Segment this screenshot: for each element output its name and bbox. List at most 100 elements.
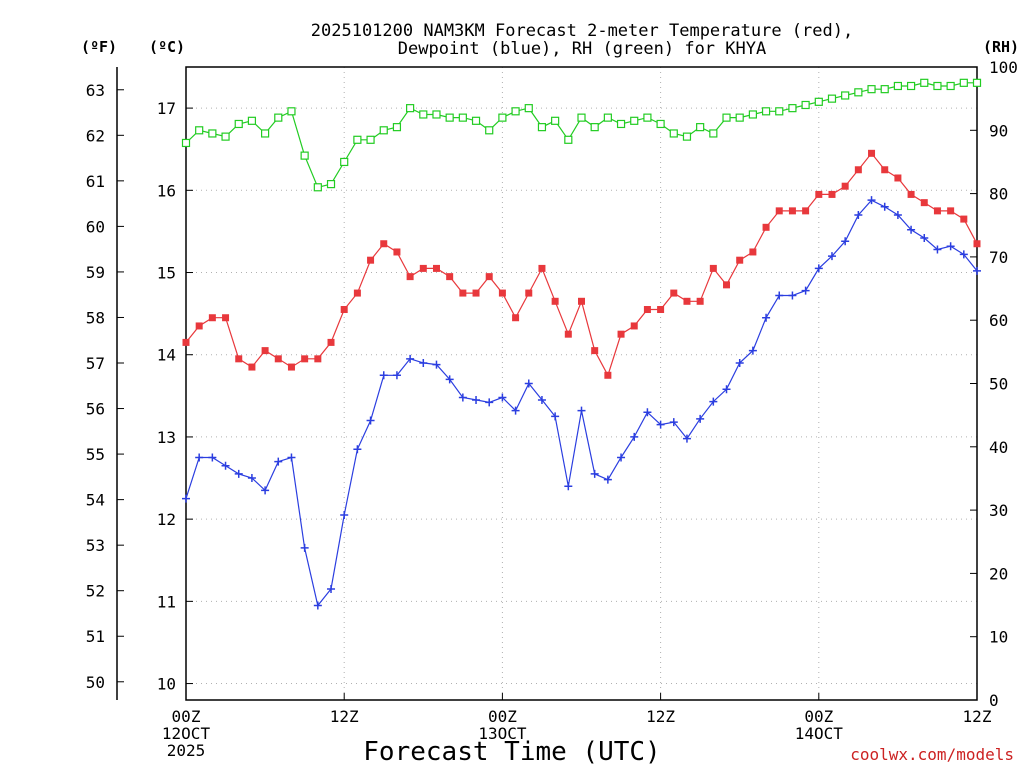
rh-point [828,95,835,102]
celsius-tick-label: 15 [157,264,176,283]
temperature-point [288,364,295,371]
x-tick-label: 12Z [646,707,675,726]
grid-lines [186,67,977,700]
temperature-point [512,314,519,321]
dewpoint-point [788,292,796,300]
x-tick-label: 2025 [167,741,206,760]
rh-tick-label: 40 [989,438,1008,457]
temperature-point [697,298,704,305]
temperature-point [960,216,967,223]
temperature-point [538,265,545,272]
rh-tick-label: 10 [989,628,1008,647]
temperature-point [789,207,796,214]
temperature-point [433,265,440,272]
rh-point [512,108,519,115]
dewpoint-point [762,314,770,322]
rh-point [446,114,453,121]
temperature-point [763,224,770,231]
temperature-point [657,306,664,313]
rh-point [420,111,427,118]
fahrenheit-tick-label: 59 [86,263,105,282]
dewpoint-point [301,544,309,552]
temperature-point [934,207,941,214]
dewpoint-point [380,371,388,379]
rh-point [618,120,625,127]
fahrenheit-tick-label: 50 [86,673,105,692]
temperature-point [393,248,400,255]
dewpoint-point [564,482,572,490]
rh-point [222,133,229,140]
series-rh [183,79,981,190]
temperature-point [301,355,308,362]
rh-point [776,108,783,115]
dewpoint-point [617,453,625,461]
temperature-point [974,240,981,247]
temperature-point [407,273,414,280]
rh-point [921,79,928,86]
rh-point [736,114,743,121]
rh-point [301,152,308,159]
temperature-point [459,290,466,297]
temperature-point [815,191,822,198]
celsius-tick-label: 16 [157,181,176,200]
fahrenheit-tick-label: 61 [86,172,105,191]
temperature-point [683,298,690,305]
rh-point [934,82,941,89]
rh-point [499,114,506,121]
rh-point [354,136,361,143]
fahrenheit-tick-label: 58 [86,308,105,327]
fahrenheit-tick-label: 53 [86,536,105,555]
rh-tick-label: 100 [989,58,1018,77]
rh-point [894,82,901,89]
rh-point [868,86,875,93]
dewpoint-point [472,396,480,404]
rh-point [275,114,282,121]
rh-tick-label: 60 [989,311,1008,330]
rh-tick-label: 20 [989,564,1008,583]
temperature-point [354,290,361,297]
rh-point [657,120,664,127]
rh-point [407,105,414,112]
dewpoint-point [235,470,243,478]
temperature-point [644,306,651,313]
temperature-point [670,290,677,297]
rh-point [314,184,321,191]
temperature-point [578,298,585,305]
temperature-point [908,191,915,198]
rh-point [631,117,638,124]
temperature-point [749,248,756,255]
fahrenheit-tick-label: 51 [86,627,105,646]
dewpoint-point [274,458,282,466]
rh-point [209,130,216,137]
rh-tick-label: 30 [989,501,1008,520]
temperature-point [842,183,849,190]
temperature-point [367,257,374,264]
x-tick-label: 14OCT [795,724,844,743]
celsius-tick-label: 14 [157,346,176,365]
temperature-line [186,153,977,375]
rh-point [591,124,598,131]
rh-tick-label: 90 [989,121,1008,140]
rh-point [842,92,849,99]
rh-point [749,111,756,118]
celsius-tick-label: 11 [157,592,176,611]
rh-point [881,86,888,93]
dewpoint-point [222,462,230,470]
dewpoint-point [287,453,295,461]
temperature-point [262,347,269,354]
temperature-point [341,306,348,313]
series-dewpoint [182,196,981,609]
fahrenheit-tick-label: 63 [86,81,105,100]
chart-title-line2: Dewpoint (blue), RH (green) for KHYA [398,39,766,59]
temperature-point [802,207,809,214]
dewpoint-point [195,453,203,461]
rh-point [525,105,532,112]
temperature-point [894,174,901,181]
rh-point [235,120,242,127]
temperature-point [947,207,954,214]
temperature-point [235,355,242,362]
temperature-point [828,191,835,198]
dewpoint-point [485,398,493,406]
celsius-tick-label: 13 [157,428,176,447]
fahrenheit-tick-label: 54 [86,491,105,510]
